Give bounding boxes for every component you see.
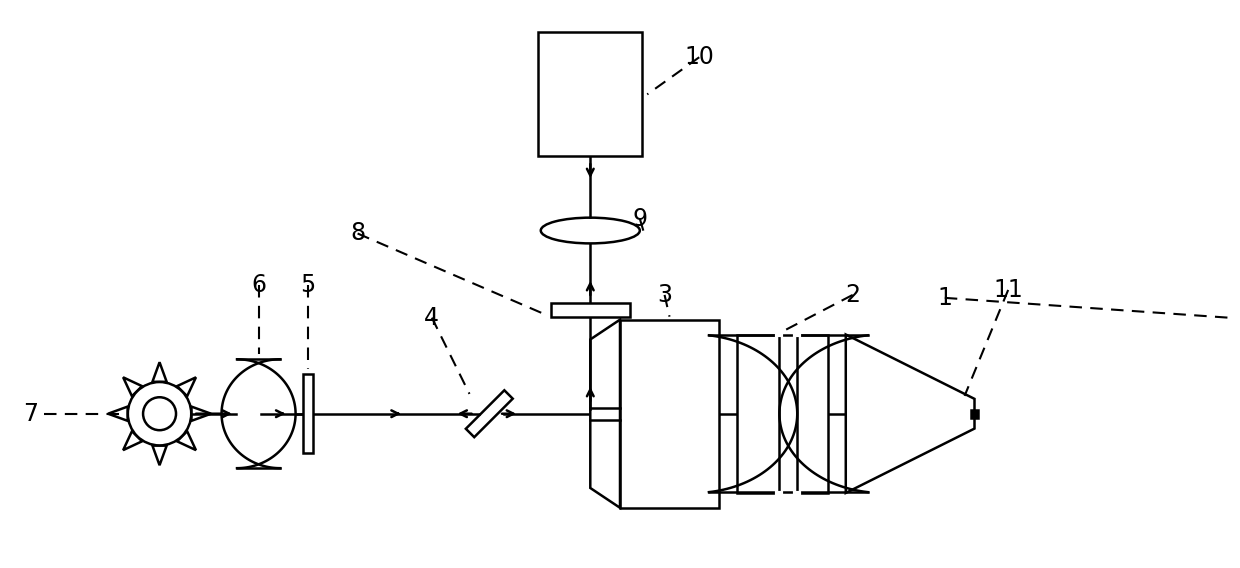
Text: 3: 3 xyxy=(657,283,672,307)
Polygon shape xyxy=(191,407,211,421)
Bar xyxy=(303,374,312,453)
Polygon shape xyxy=(153,446,166,465)
Polygon shape xyxy=(123,377,143,396)
Text: 9: 9 xyxy=(632,207,647,231)
Polygon shape xyxy=(846,335,975,493)
Text: 8: 8 xyxy=(350,222,365,245)
Circle shape xyxy=(128,382,191,445)
Bar xyxy=(971,410,978,417)
Text: 2: 2 xyxy=(846,283,861,307)
Bar xyxy=(737,335,780,493)
Circle shape xyxy=(143,397,176,430)
Bar xyxy=(538,32,642,156)
Text: 11: 11 xyxy=(993,278,1023,302)
Polygon shape xyxy=(153,362,166,382)
Polygon shape xyxy=(590,320,620,508)
Text: 4: 4 xyxy=(424,306,439,329)
Polygon shape xyxy=(466,390,513,437)
Polygon shape xyxy=(177,377,196,396)
Text: 10: 10 xyxy=(684,45,714,69)
Polygon shape xyxy=(108,407,128,421)
Text: 7: 7 xyxy=(24,402,38,426)
Bar xyxy=(620,320,719,508)
Text: 1: 1 xyxy=(937,286,952,310)
Text: 5: 5 xyxy=(300,273,316,297)
Text: 6: 6 xyxy=(250,273,267,297)
Bar xyxy=(551,303,630,317)
Polygon shape xyxy=(123,431,143,450)
Bar xyxy=(797,335,828,493)
Polygon shape xyxy=(177,431,196,450)
Ellipse shape xyxy=(541,218,640,244)
